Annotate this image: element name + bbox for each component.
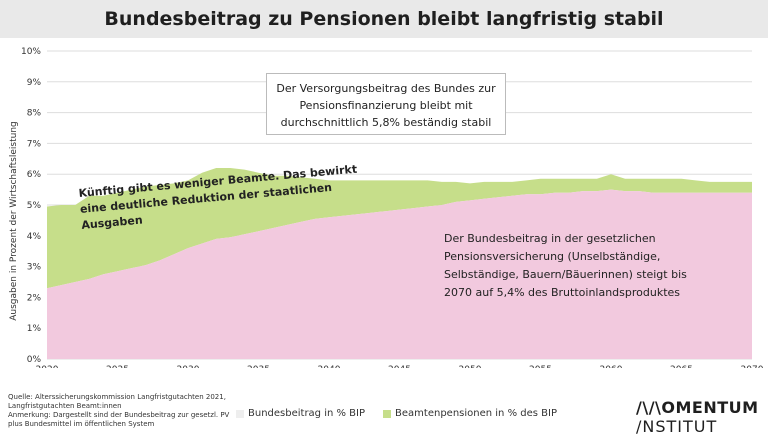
- source-note-text: Quelle: Alterssicherungskommission Langf…: [8, 393, 230, 428]
- x-tick-label: 2050: [459, 365, 482, 368]
- area-bundesbeitrag: [47, 189, 752, 359]
- x-tick-label: 2055: [529, 365, 552, 368]
- y-tick-label: 5%: [27, 201, 42, 211]
- logo-line1: /\/\OMENTUM: [636, 398, 759, 417]
- y-tick-label: 8%: [27, 109, 42, 119]
- x-tick-label: 2040: [318, 365, 341, 368]
- y-tick-label: 7%: [27, 139, 42, 149]
- y-tick-label: 1%: [27, 324, 42, 334]
- legend-swatch-beamte: [383, 409, 392, 418]
- y-tick-label: 9%: [27, 78, 42, 88]
- x-tick-label: 2070: [741, 365, 764, 368]
- tick-layer: 0% 1% 2% 3% 4% 5% 6% 7% 8% 9% 10% 2020 2025 2030 2035 2…: [21, 47, 764, 368]
- legend-item-bundesbeitrag: Bundesbeitrag in % BIP: [236, 408, 365, 419]
- y-tick-label: 6%: [27, 170, 42, 180]
- x-tick-label: 2065: [670, 365, 693, 368]
- y-tick-label: 3%: [27, 263, 42, 273]
- area-layer: [47, 168, 752, 359]
- legend-item-beamte: Beamtenpensionen in % des BIP: [383, 408, 557, 419]
- logo-line2: /NSTITUT: [636, 417, 718, 436]
- y-tick-label: 2%: [27, 293, 42, 303]
- x-tick-label: 2020: [36, 365, 59, 368]
- y-axis-label: Ausgaben in Prozent der Wirtschaftsleist…: [9, 121, 19, 321]
- source-note: Quelle: Alterssicherungskommission Langf…: [8, 393, 238, 429]
- legend-swatch-bundesbeitrag: [236, 409, 244, 418]
- y-tick-label: 4%: [27, 232, 42, 242]
- x-tick-label: 2060: [600, 365, 623, 368]
- area-beamtenpensionen: [47, 168, 752, 289]
- x-tick-label: 2045: [388, 365, 411, 368]
- legend-label-beamte: Beamtenpensionen in % des BIP: [395, 408, 557, 419]
- title-bar: Bundesbeitrag zu Pensionen bleibt langfr…: [0, 0, 768, 38]
- x-tick-label: 2035: [247, 365, 270, 368]
- x-tick-label: 2025: [106, 365, 129, 368]
- legend-label-bundesbeitrag: Bundesbeitrag in % BIP: [248, 408, 366, 419]
- chart-title: Bundesbeitrag zu Pensionen bleibt langfr…: [104, 8, 664, 30]
- legend: Bundesbeitrag in % BIP Beamtenpensionen …: [236, 408, 557, 419]
- y-tick-label: 0%: [27, 355, 42, 365]
- momentum-logo: /\/\OMENTUM /NSTITUT: [636, 398, 762, 436]
- y-tick-label: 10%: [21, 47, 41, 57]
- x-tick-label: 2030: [177, 365, 200, 368]
- bundesbeitrag-annotation: Der Bundesbeitrag in der gesetzlichen Pe…: [444, 232, 687, 299]
- stability-callout: Der Versorgungsbeitrag des Bundes zur Pe…: [266, 73, 506, 135]
- area-chart: 0% 1% 2% 3% 4% 5% 6% 7% 8% 9% 10% 2020 2025 2030 2035 2…: [9, 47, 764, 368]
